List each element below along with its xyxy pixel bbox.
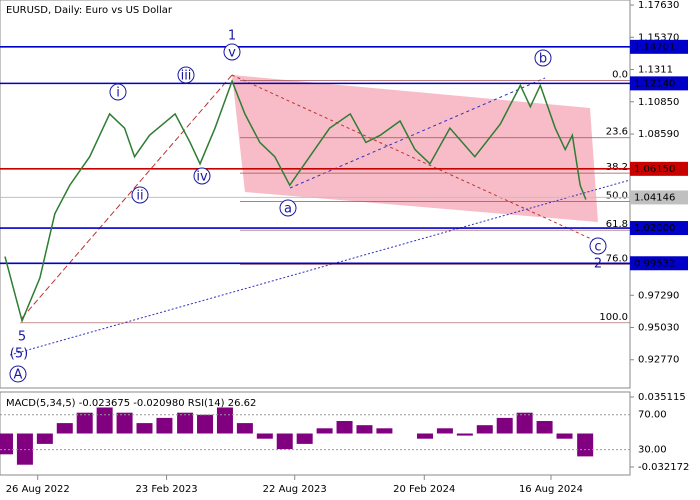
trend-line: [231, 74, 599, 243]
macd-bar: [0, 433, 13, 455]
wave-label: 5: [18, 330, 26, 345]
wave-circle: [9, 365, 27, 383]
level-box: [630, 161, 688, 176]
fib-label: 38.2: [606, 162, 628, 173]
wave-circle: [131, 186, 149, 204]
wave-label: ii: [136, 189, 143, 204]
trend-line: [289, 77, 546, 189]
wave-label: 1: [228, 29, 236, 44]
chart-title: EURUSD, Daily: Euro vs US Dollar: [6, 5, 173, 16]
wave-label: b: [539, 52, 547, 67]
macd-bar: [456, 433, 473, 436]
macd-bar: [577, 433, 594, 457]
level-box: [630, 39, 688, 54]
y-tick-label: 0.035115: [638, 392, 686, 403]
wave-label: A: [14, 368, 23, 383]
wave-label: 2: [594, 257, 602, 272]
level-label: 0.99532: [634, 258, 675, 269]
macd-bar: [296, 433, 313, 444]
x-tick-label: 26 Aug 2022: [6, 484, 70, 495]
macd-bar: [16, 433, 33, 465]
wave-label: (5): [10, 347, 28, 362]
x-tick-label: 20 Feb 2024: [393, 484, 455, 495]
fib-label: 23.6: [606, 127, 628, 138]
y-tick-label: 1.15370: [638, 32, 679, 43]
level-label: 1.14701: [634, 42, 675, 53]
wave-circle: [177, 66, 195, 84]
wave-label: c: [594, 240, 601, 255]
wave-label: a: [284, 202, 292, 217]
macd-bar: [56, 423, 73, 434]
fib-label: 76.0: [606, 254, 628, 265]
macd-bar: [536, 421, 553, 434]
fib-label: 50.0: [606, 191, 628, 202]
macd-bar: [116, 412, 133, 434]
macd-bar: [256, 433, 273, 439]
macd-bar: [556, 433, 573, 439]
macd-bar: [516, 412, 533, 434]
macd-bar: [36, 433, 53, 444]
wave-circle: [109, 83, 127, 101]
macd-bar: [76, 412, 93, 434]
level-box: [630, 221, 688, 236]
level-label: 1.06150: [634, 164, 675, 175]
level-label: 1.04146: [634, 192, 675, 203]
price-line: [4, 78, 587, 324]
wave-circle: [193, 167, 211, 185]
level-label: 1.12140: [634, 78, 675, 89]
trend-line: [9, 179, 631, 356]
x-tick-label: 23 Feb 2023: [135, 484, 197, 495]
wave-label: i: [116, 86, 120, 101]
macd-bar: [177, 412, 194, 434]
wave-label: iii: [181, 69, 192, 84]
y2-tick-label: 30.00: [638, 445, 667, 456]
macd-bar: [197, 414, 214, 434]
macd-bar: [96, 407, 113, 434]
wave-circle: [279, 199, 297, 217]
y-tick-label: 0.97290: [638, 290, 679, 301]
macd-bar: [136, 423, 153, 434]
macd-bar: [476, 425, 493, 434]
level-box: [630, 76, 688, 91]
macd-bar: [156, 417, 173, 434]
wave-circle: [589, 237, 607, 255]
fib-label: 100.0: [599, 312, 628, 323]
level-box: [630, 190, 688, 205]
y-tick-label: 1.08590: [638, 129, 679, 140]
wave-circle: [534, 49, 552, 67]
wave-label: v: [228, 46, 236, 61]
macd-bar: [236, 423, 253, 434]
macd-bar: [276, 433, 293, 450]
y-tick-label: 1.17630: [638, 0, 679, 11]
level-label: 1.02000: [634, 223, 675, 234]
x-tick-label: 16 Aug 2024: [519, 484, 583, 495]
y-tick-label: 0.92770: [638, 355, 679, 366]
level-box: [630, 256, 688, 271]
x-tick-label: 22 Aug 2023: [263, 484, 327, 495]
wave-circle: [223, 43, 241, 61]
macd-bar: [436, 428, 453, 434]
y2-tick-label: 70.00: [638, 410, 667, 421]
macd-bar: [356, 425, 373, 434]
indicator-title: MACD(5,34,5) -0.023675 -0.020980 RSI(14)…: [6, 398, 256, 409]
macd-bar: [336, 421, 353, 434]
macd-bar: [216, 407, 233, 434]
y-tick-label: -0.032172: [638, 462, 689, 473]
macd-bar: [496, 417, 513, 434]
y-tick-label: 1.10850: [638, 97, 679, 108]
macd-bar: [316, 428, 333, 434]
wave-label: iv: [196, 170, 208, 185]
macd-bar: [416, 433, 433, 439]
macd-bar: [376, 428, 393, 434]
fib-label: 61.8: [606, 219, 628, 230]
y-tick-label: 0.95030: [638, 323, 679, 334]
y-tick-label: 1.1311: [638, 65, 673, 76]
fib-label: 0.0: [612, 70, 628, 81]
